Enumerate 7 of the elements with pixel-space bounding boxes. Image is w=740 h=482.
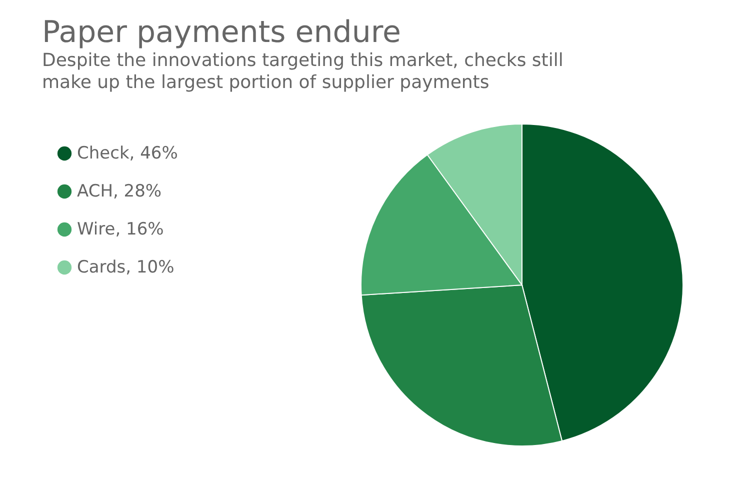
legend-label: ACH, 28%: [77, 182, 162, 202]
chart-title: Paper payments endure: [42, 15, 401, 50]
text: make up the largest portion of supplier payments: [42, 72, 490, 93]
legend-label: Wire, 16%: [77, 220, 164, 240]
text: Despite the innovations targeting this market, checks still: [42, 50, 564, 71]
legend-label: Check, 46%: [77, 144, 178, 164]
legend-label: Cards, 10%: [77, 258, 174, 278]
